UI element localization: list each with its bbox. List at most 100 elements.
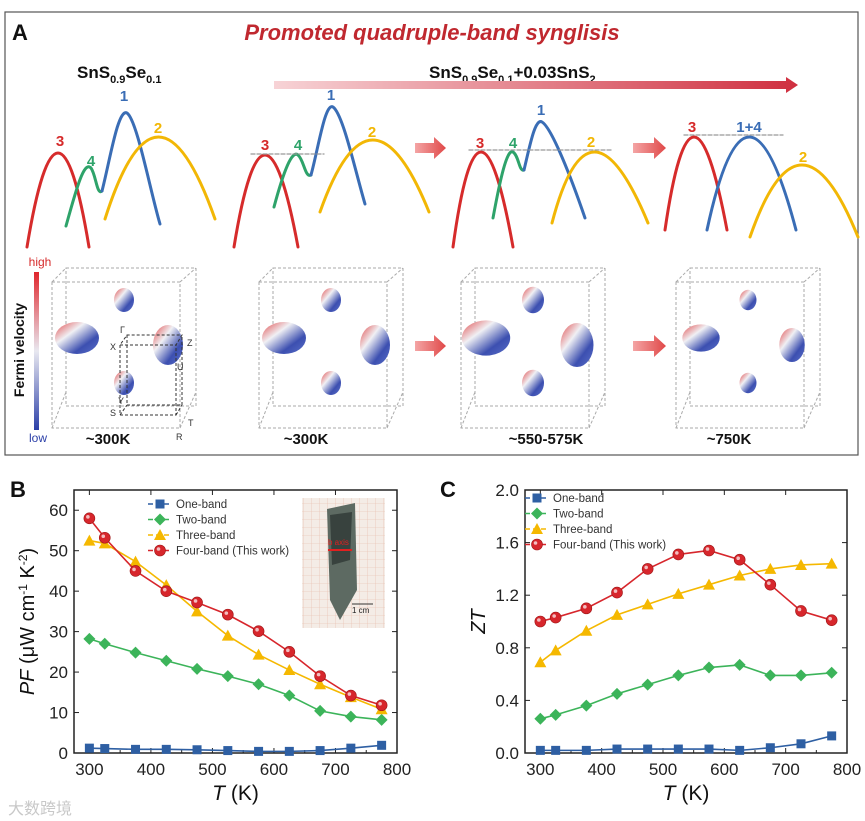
legend-label: One-band (176, 499, 227, 511)
x-tick-label: 300 (526, 760, 554, 779)
band-diagram-2 (232, 105, 431, 249)
data-point (534, 656, 547, 668)
box-edge (179, 391, 197, 429)
data-point (733, 658, 746, 671)
band-label-3: 3 (261, 137, 269, 154)
band-label-4: 4 (294, 137, 303, 154)
arrow-icon (415, 335, 446, 357)
data-point (735, 745, 745, 755)
band-1-curve (309, 105, 367, 206)
bz-label-x: X (110, 342, 116, 352)
data-point (161, 744, 171, 754)
marker-highlight (797, 607, 802, 612)
data-point (98, 637, 111, 650)
zt-chart: 300 400 500 600 700 800 0.0 0.4 0.8 1.2 1.6 2.0 T (K… (468, 481, 861, 805)
data-point (764, 562, 777, 574)
data-point (100, 744, 110, 754)
data-point (580, 699, 593, 712)
y-tick-label: 1.6 (495, 534, 519, 553)
data-point (641, 563, 654, 575)
marker-highlight (101, 534, 106, 539)
data-point (315, 746, 325, 756)
data-point (827, 731, 837, 741)
fermi-pocket (262, 322, 306, 354)
panel-a: A Promoted quadruple-band synglisis SnS0… (4, 11, 860, 456)
y-tick-label: 30 (49, 623, 68, 642)
box-edge (803, 267, 821, 283)
y-tick-label: 0.4 (495, 691, 519, 710)
legend-label: One-band (553, 493, 604, 505)
data-point (223, 746, 233, 756)
data-point (612, 744, 622, 754)
data-point (703, 578, 715, 590)
fermi-pocket (739, 372, 757, 394)
data-point (222, 608, 234, 621)
data-point (375, 699, 388, 712)
fermi-surface-box-3 (460, 267, 606, 429)
data-point (549, 611, 562, 624)
band-label-1: 1 (120, 88, 128, 105)
scale-bar-label: 1 cm (352, 606, 370, 615)
band-label-3: 3 (688, 119, 696, 136)
x-tick-label: 700 (771, 760, 799, 779)
y-tick-label: 0.8 (495, 639, 519, 658)
band-diagram-4 (663, 134, 860, 239)
marker-highlight (224, 611, 229, 615)
box-edge (460, 391, 476, 429)
panel-c-label: C (440, 477, 456, 502)
data-point (535, 745, 545, 755)
fermi-pocket (522, 369, 544, 397)
band-label-4: 4 (87, 153, 96, 170)
band-2-curve (550, 150, 650, 225)
data-point (160, 585, 173, 597)
fermi-velocity-colorbar (34, 272, 39, 430)
fermi-pocket (114, 288, 134, 312)
band-label-1: 1 (537, 102, 545, 119)
data-point (733, 569, 746, 581)
progression-arrow (274, 77, 798, 93)
series-two-band (83, 632, 388, 726)
band-diagram-1 (25, 111, 217, 249)
box-edge (179, 267, 197, 283)
band-1-curve (100, 111, 162, 226)
legend-label: Three-band (553, 524, 612, 536)
data-point (641, 678, 654, 691)
legend-item: One-band (525, 493, 604, 505)
data-point (825, 614, 838, 626)
formula-left: SnS0.9Se0.1 (77, 63, 161, 86)
data-point (549, 644, 562, 656)
fermi-pocket (461, 320, 511, 356)
crystal-dark-region (330, 512, 352, 565)
fermi-pocket (682, 324, 720, 352)
x-tick-label: 600 (710, 760, 738, 779)
data-point (580, 602, 593, 615)
box-edge (51, 391, 67, 429)
formula-right: SnS0.9Se0.1+0.03SnS2 (429, 63, 596, 86)
series-four-band (534, 544, 838, 628)
x-tick-label: 800 (383, 760, 411, 779)
band-label-1-plus-4: 1+4 (736, 119, 762, 136)
data-point (314, 678, 327, 690)
box-edge (803, 391, 821, 429)
data-point (221, 670, 234, 683)
band-label-2: 2 (154, 120, 162, 137)
data-point (344, 710, 357, 723)
bz-label-z: Z (187, 338, 193, 348)
y-axis-label: PF (μW cm-1 K-2) (16, 548, 39, 695)
colorbar-low-label: low (29, 431, 47, 445)
y-tick-label: 10 (49, 704, 68, 723)
data-point (703, 661, 715, 674)
legend-label: Four-band (This work) (176, 546, 289, 558)
marker-highlight (537, 618, 541, 622)
legend-marker (154, 513, 166, 526)
temperature-labels: ~300K ~300K ~550-575K ~750K (86, 431, 752, 448)
x-tick-label: 700 (321, 760, 349, 779)
band-label-3: 3 (56, 133, 64, 150)
fermi-pocket (522, 286, 544, 314)
fermi-pocket (360, 325, 390, 365)
x-tick-label: 500 (649, 760, 677, 779)
data-point (534, 615, 547, 628)
data-point (549, 708, 562, 721)
bz-label-u: U (177, 362, 184, 372)
